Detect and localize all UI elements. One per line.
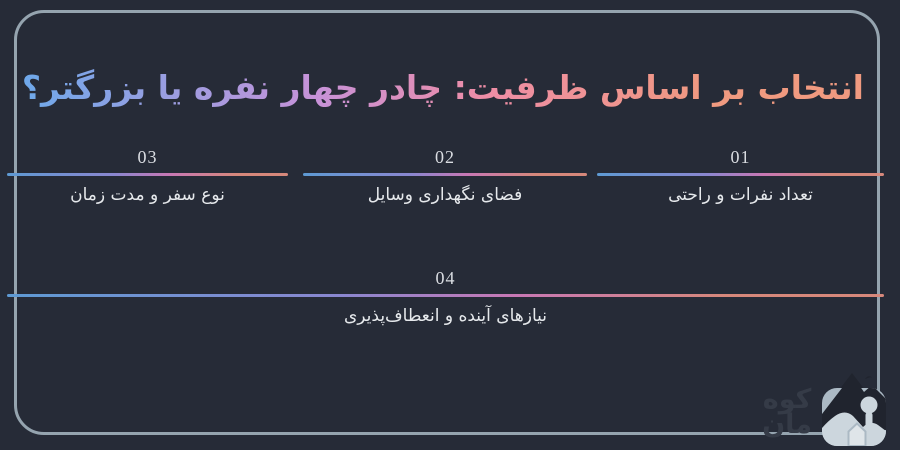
brand-name-line1: کوه [762, 383, 812, 415]
brand-logo: کوه مان [762, 368, 889, 448]
brand-name: کوه مان [762, 383, 812, 448]
step-02: 02 فضای نگهداری وسایل [303, 146, 587, 205]
step-01-label: تعداد نفرات و راحتی [668, 185, 813, 205]
step-03: 03 نوع سفر و مدت زمان [7, 146, 288, 205]
step-02-number: 02 [435, 147, 455, 167]
step-04: 04 نیازهای آینده و انعطاف‌پذیری [7, 267, 884, 326]
moon-icon [860, 396, 878, 414]
step-04-divider-line [7, 294, 884, 297]
step-04-number: 04 [435, 268, 456, 288]
step-01: 01 تعداد نفرات و راحتی [597, 146, 884, 205]
house-icon [847, 422, 867, 446]
step-04-label: نیازهای آینده و انعطاف‌پذیری [343, 306, 547, 326]
step-03-number: 03 [137, 147, 158, 167]
brand-name-line2: مان [762, 409, 812, 441]
step-02-divider-line [303, 173, 587, 176]
bird-icon [865, 376, 872, 379]
mountain-house-badge-icon [822, 373, 886, 446]
step-01-number: 01 [730, 147, 751, 167]
step-01-divider-line [597, 173, 884, 176]
step-03-label: نوع سفر و مدت زمان [70, 185, 225, 205]
page-title: انتخاب بر اساس ظرفیت: چادر چهار نفره یا … [21, 68, 864, 107]
step-03-divider-line [7, 173, 288, 176]
step-02-label: فضای نگهداری وسایل [367, 185, 523, 205]
mountain-peak-icon [839, 373, 865, 390]
